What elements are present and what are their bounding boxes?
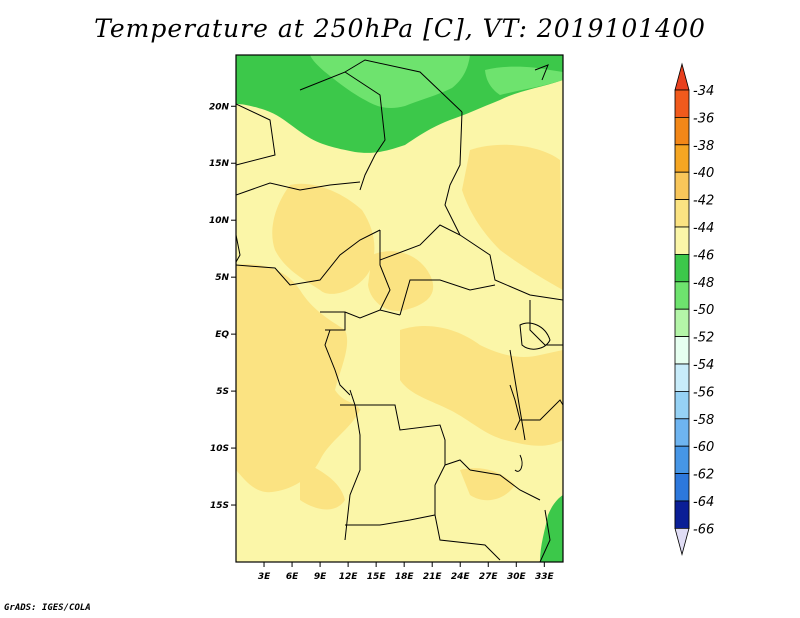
colorbar-swatch [674,171,690,200]
map-frame [235,54,564,563]
colorbar-label: -38 [693,139,714,154]
country-borders [236,59,563,562]
longitude-axis: 3E 6E 9E 12E 15E 18E 21E 24E 27E 30E 33E [258,562,555,582]
colorbar-swatch [674,281,690,310]
colorbar-label: -56 [693,385,714,400]
colorbar-label: -46 [693,248,714,263]
cold-region-southeast [540,495,563,562]
colorbar-swatch [674,418,690,447]
lon-tick-label: 3E [258,572,271,582]
lon-tick-label: 27E [479,572,499,582]
colorbar-label: -36 [693,111,714,126]
warm-region-west [236,264,360,493]
border-line [469,469,541,501]
lat-tick-label: 15N [209,159,230,169]
colorbar-swatch [674,390,690,420]
colorbar-swatch [674,226,690,255]
border-line [379,224,563,301]
colorbar: -34 -36 -38 -40 -42 -44 -46 -48 -50 -52 -54 -56 -58 -… [674,62,714,556]
border-line [434,464,446,515]
border-line [520,399,563,421]
border-line [236,103,276,166]
coastline [324,329,351,396]
lat-tick-label: 20N [209,102,230,112]
border-line [399,279,496,316]
colorbar-swatch [674,500,690,529]
colorbar-swatch [674,199,690,228]
lon-tick-label: 33E [535,572,555,582]
lon-tick-label: 9E [314,572,327,582]
border-line [344,59,463,113]
lake-outline [509,384,521,431]
lake-outline [519,322,551,350]
colorbar-label: -50 [693,303,714,318]
lat-tick-label: EQ [215,330,229,340]
border-line [344,404,361,541]
colder-region-north [310,55,470,108]
colorbar-label: -40 [693,166,714,181]
border-line [379,230,391,311]
border-line [236,229,381,286]
footer-credit: GrADS: IGES/COLA [4,603,91,613]
border-line [444,111,463,236]
border-line [320,309,401,319]
lon-tick-label: 30E [507,572,527,582]
colorbar-label: -52 [693,331,714,346]
colorbar-label: -34 [693,84,714,99]
warm-regions [236,144,563,510]
colorbar-bottom-arrow [674,528,690,556]
lat-tick-label: 5S [216,387,229,397]
border-line [509,349,526,441]
colorbar-swatch [674,89,690,118]
lon-tick-label: 6E [286,572,299,582]
border-line [539,509,551,562]
colorbar-swatch [674,336,690,365]
lon-tick-label: 15E [367,572,387,582]
colorbar-swatch [674,445,690,475]
colorbar-swatch [674,144,690,173]
coastline [236,234,241,263]
coastline [534,64,549,81]
lon-tick-label: 18E [395,572,415,582]
colorbar-label: -60 [693,440,714,455]
border-line [236,181,361,196]
colder-region-northeast [485,66,563,95]
colorbar-swatch [674,117,690,146]
border-line [325,312,346,331]
colorbar-label: -44 [693,221,714,236]
border-line [529,300,563,346]
colorbar-top-arrow [674,62,690,91]
warm-region-central-north [272,183,375,294]
lat-tick-label: 10N [209,216,230,226]
lon-tick-label: 12E [339,572,359,582]
colorbar-swatch [674,308,690,338]
warm-region-east [400,325,563,446]
colorbar-label: -48 [693,276,714,291]
temperature-field [236,55,563,562]
lat-tick-label: 10S [210,444,229,454]
border-line [349,389,471,471]
lake-outline [514,454,523,472]
colorbar-label: -42 [693,194,714,209]
lon-tick-label: 21E [423,572,443,582]
warm-region-central [368,251,434,311]
lat-tick-label: 15S [210,501,229,511]
colorbar-label: -54 [693,358,714,373]
colorbar-label: -62 [693,468,714,483]
colorbar-label: -64 [693,495,714,510]
warm-region-south [300,460,345,510]
colorbar-swatch [674,363,690,392]
latitude-axis: 20N 15N 10N 5N EQ 5S 10S 15S [209,102,236,511]
warm-region-east-north [462,144,563,290]
lon-tick-label: 24E [451,572,471,582]
colorbar-label: -66 [693,522,714,537]
colorbar-swatch [674,253,690,283]
colorbar-swatch [674,473,690,502]
lat-tick-label: 5N [215,273,229,283]
chart-title: Temperature at 250hPa [C], VT: 201910140… [94,14,706,43]
colorbar-label: -58 [693,413,714,428]
